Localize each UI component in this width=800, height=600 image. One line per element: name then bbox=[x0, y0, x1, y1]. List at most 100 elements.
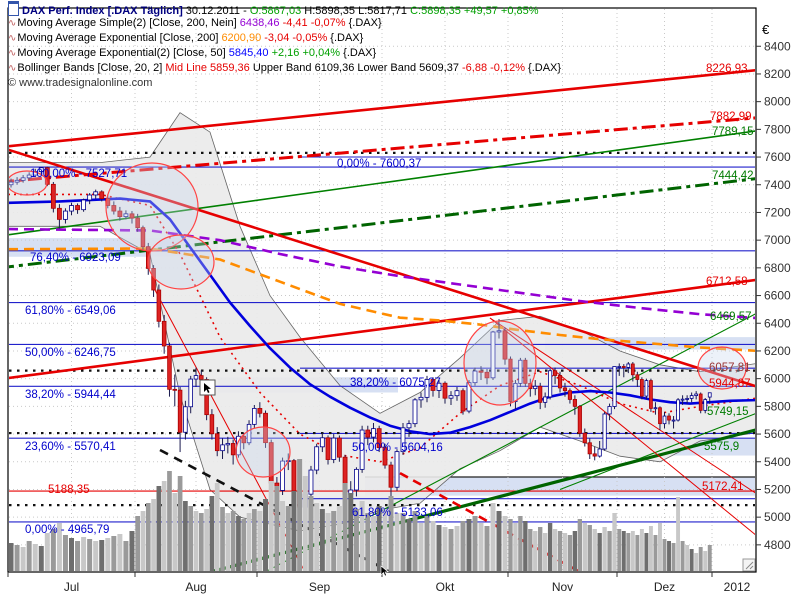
candle-body bbox=[597, 448, 602, 457]
volume-bar bbox=[56, 523, 62, 571]
y-tick-label: 5800 bbox=[764, 399, 791, 413]
y-tick-label: 6200 bbox=[764, 344, 791, 358]
candle-body bbox=[246, 423, 252, 444]
volume-bar bbox=[523, 521, 528, 571]
candle-body bbox=[523, 359, 528, 384]
volume-bar bbox=[342, 483, 348, 571]
volume-bar bbox=[707, 545, 712, 571]
candle-body bbox=[87, 194, 93, 201]
volume-bar bbox=[251, 509, 257, 571]
volume-bar bbox=[156, 486, 162, 571]
y-axis[interactable]: 8400 8200 8000 7800 7600 7400 7200 7000 6800 6600… bbox=[756, 39, 791, 552]
candle-body bbox=[466, 382, 472, 412]
annotation-ellipse bbox=[463, 320, 537, 406]
volume-bar bbox=[274, 486, 280, 571]
candle-body bbox=[436, 382, 442, 391]
month-label: Dez bbox=[654, 580, 675, 594]
candle-body bbox=[263, 412, 268, 444]
volume-bar bbox=[671, 543, 676, 571]
candle-body bbox=[38, 167, 44, 172]
fibonacci-label: 61,80% - 6549,06 bbox=[25, 305, 116, 317]
volume-bar bbox=[436, 525, 442, 571]
volume-bar bbox=[325, 513, 331, 571]
fibonacci-label: 23,60% - 5570,41 bbox=[25, 441, 116, 453]
legend-ema50-row[interactable]: ∿Moving Average Exponential(2) [Close, 5… bbox=[8, 46, 561, 61]
volume-bar bbox=[562, 533, 568, 571]
plot-area[interactable] bbox=[0, 9, 756, 572]
candle-body bbox=[617, 366, 622, 368]
volume-bar bbox=[528, 529, 533, 571]
candle-body bbox=[388, 464, 394, 488]
candle-body bbox=[685, 398, 689, 400]
volume-bar bbox=[587, 525, 592, 571]
price-level-label: 7789,15 bbox=[712, 126, 754, 138]
volume-bar bbox=[626, 533, 631, 571]
indicator-legend[interactable]: DAX Perf. Index [.DAX Täglich] 30.12.201… bbox=[8, 1, 561, 91]
candle-body bbox=[478, 370, 484, 373]
candle-body bbox=[14, 179, 20, 183]
candle-body bbox=[671, 419, 676, 422]
volume-bar bbox=[621, 531, 626, 571]
y-tick-label: 6800 bbox=[764, 261, 791, 275]
volume-bar bbox=[336, 506, 342, 571]
volume-bar bbox=[268, 481, 274, 571]
volume-bar bbox=[20, 547, 26, 571]
volume-bar bbox=[400, 513, 406, 571]
annotation-ellipse bbox=[9, 170, 48, 196]
volume-bar bbox=[198, 513, 204, 571]
candle-body bbox=[135, 217, 140, 229]
candle-body bbox=[129, 213, 135, 219]
volume-bar bbox=[406, 519, 412, 571]
volume-bar bbox=[496, 511, 502, 571]
volume-bar bbox=[490, 503, 496, 571]
volume-bar bbox=[26, 541, 32, 571]
candle-body bbox=[658, 407, 662, 425]
volume-bar bbox=[117, 534, 123, 571]
volume-bar bbox=[552, 529, 558, 571]
legend-bollinger-row[interactable]: ∿Bollinger Bands [Close, 20, 2] Mid Line… bbox=[8, 61, 561, 76]
volume-bar bbox=[308, 496, 314, 571]
volume-bar bbox=[617, 529, 622, 571]
candle-body bbox=[676, 399, 680, 421]
candle-body bbox=[314, 446, 320, 471]
volume-bar bbox=[177, 476, 183, 571]
volume-bar bbox=[662, 539, 667, 571]
candle-body bbox=[572, 399, 577, 407]
legend-sma200-row[interactable]: ∿Moving Average Simple(2) [Close, 200, N… bbox=[8, 16, 561, 31]
volume-bar bbox=[167, 471, 172, 571]
ema200-value: 6200,90 bbox=[221, 32, 262, 44]
candle-body bbox=[156, 289, 162, 322]
sma200-value: 6438,46 bbox=[239, 17, 280, 29]
y-tick-label: 6400 bbox=[764, 316, 791, 330]
copyright-watermark: © www.tradesignalonline.com bbox=[8, 77, 153, 89]
volume-bar bbox=[648, 526, 653, 571]
volume-bar bbox=[172, 493, 178, 571]
volume-bar bbox=[161, 481, 167, 571]
volume-bar bbox=[388, 496, 394, 571]
candle-body bbox=[214, 433, 220, 452]
x-axis[interactable]: Jul Aug Sep Okt Nov Dez 2012 bbox=[7, 572, 751, 594]
legend-ema200-row[interactable]: ∿Moving Average Exponential [Close, 200]… bbox=[8, 31, 561, 46]
chart-resize-handle[interactable] bbox=[742, 558, 756, 572]
candle-body bbox=[26, 174, 32, 179]
y-tick-label: 6000 bbox=[764, 372, 791, 386]
pointer-tool-icon[interactable] bbox=[199, 379, 216, 396]
ema200-line bbox=[9, 247, 755, 353]
candle-body bbox=[406, 423, 412, 429]
volume-bar bbox=[547, 523, 553, 571]
trend-line bbox=[9, 148, 755, 388]
volume-bar bbox=[430, 521, 436, 571]
fibonacci-label: 100,00% - 7527,71 bbox=[30, 168, 127, 180]
quote-open: O:5867,03 bbox=[249, 5, 305, 17]
candle-body bbox=[508, 358, 513, 402]
candle-body bbox=[472, 370, 478, 384]
candle-body bbox=[111, 205, 117, 212]
legend-symbol-row[interactable]: DAX Perf. Index [.DAX Täglich] 30.12.201… bbox=[8, 1, 561, 17]
y-tick-label: 6600 bbox=[764, 289, 791, 303]
price-level-label: 6469,57 bbox=[710, 311, 752, 323]
volume-bar bbox=[62, 535, 68, 571]
fibonacci-label: 38,20% - 6075,27 bbox=[350, 377, 441, 389]
candle-body bbox=[621, 366, 626, 368]
candle-body bbox=[99, 191, 105, 200]
